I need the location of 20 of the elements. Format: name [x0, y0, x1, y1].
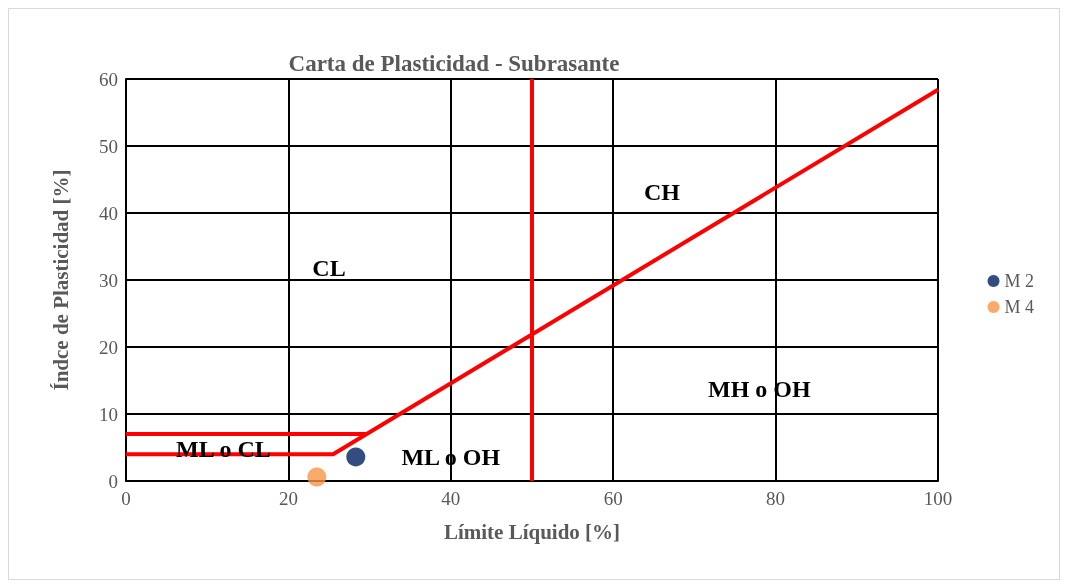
y-tick-label: 0	[108, 470, 118, 492]
x-tick-label: 60	[603, 488, 623, 509]
y-tick-label: 40	[99, 202, 118, 224]
y-axis-title: Índce de Plasticidad [%]	[48, 169, 73, 391]
annotation: CL	[312, 254, 346, 281]
x-axis-title: Límite Líquido [%]	[443, 519, 621, 544]
annotation: CH	[643, 178, 681, 205]
legend-label: M 2	[1004, 271, 1035, 291]
y-tick-label: 30	[99, 269, 118, 291]
x-tick-label: 100	[923, 488, 953, 509]
y-tick-label: 20	[99, 336, 118, 358]
y-tick-label: 10	[99, 403, 118, 425]
x-tick-label: 80	[766, 488, 786, 509]
x-tick-label: 20	[278, 488, 298, 509]
chart-title: Carta de Plasticidad - Subrasante	[288, 51, 620, 76]
y-tick-label: 60	[99, 68, 118, 90]
legend-label: M 4	[1004, 297, 1035, 317]
y-tick-label: 50	[99, 135, 118, 157]
x-tick-label: 40	[441, 488, 461, 509]
x-tick-label: 0	[121, 488, 131, 509]
